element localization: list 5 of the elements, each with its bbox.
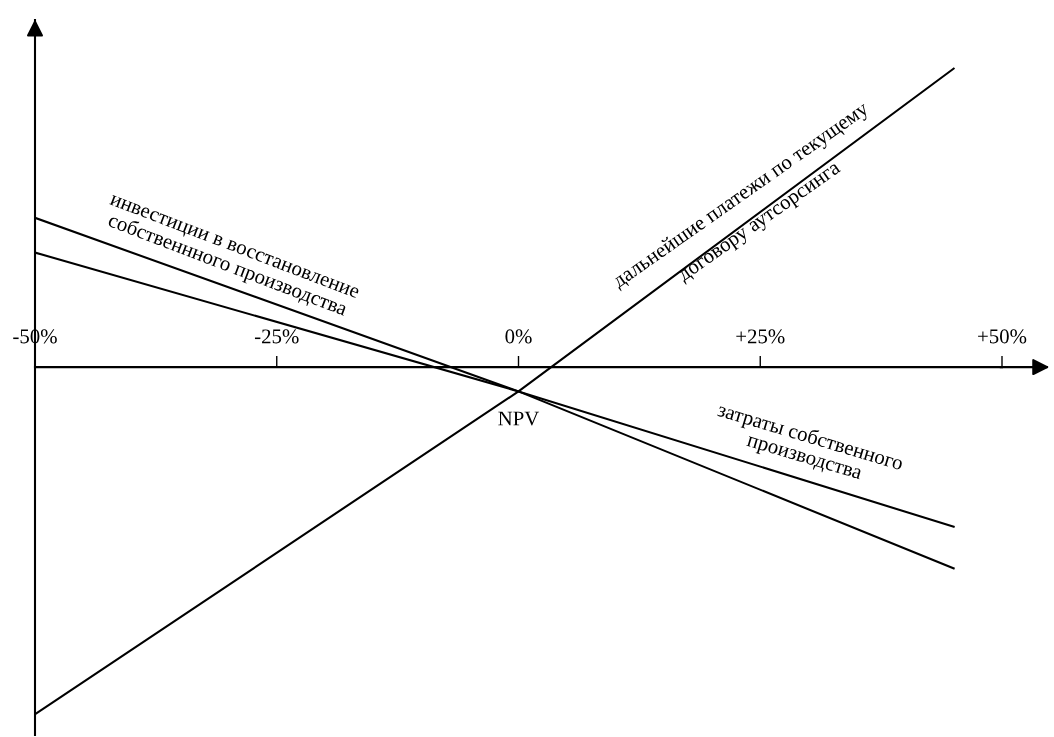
- x-tick-label: 0%: [505, 329, 532, 344]
- x-tick-label: +50%: [978, 329, 1027, 344]
- x-tick-label: +25%: [736, 329, 785, 344]
- x-tick-label: -25%: [254, 329, 299, 344]
- annotation: NPV: [498, 411, 540, 426]
